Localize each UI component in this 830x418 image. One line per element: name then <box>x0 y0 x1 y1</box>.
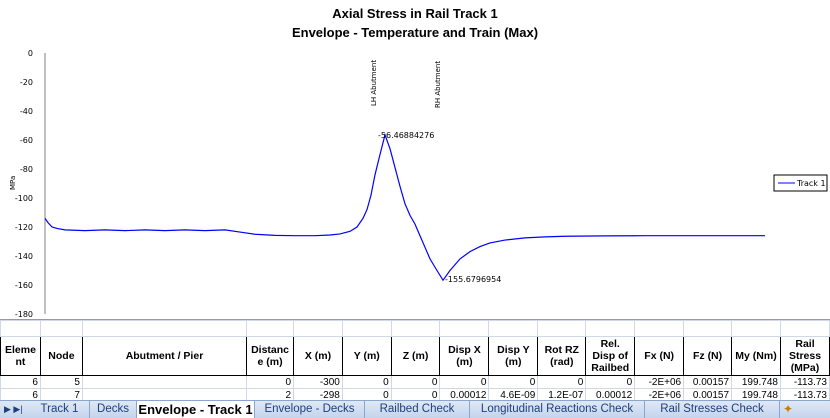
max-value-label: -56.46884276 <box>378 131 434 140</box>
sheet-tab[interactable]: Rail Stresses Check <box>645 401 780 418</box>
tab-scroll-arrows-icon[interactable]: ▶ ▶| <box>4 404 23 414</box>
legend <box>773 174 828 192</box>
cell[interactable]: 5 <box>39 375 83 389</box>
column-header[interactable]: Fx (N) <box>634 336 685 376</box>
legend-label: Track 1 <box>796 179 826 188</box>
empty-cell[interactable] <box>341 320 392 337</box>
cell[interactable]: 0 <box>390 375 441 389</box>
series-line-track-1 <box>44 132 765 282</box>
y-tick-label: -160 <box>15 281 33 290</box>
empty-cell[interactable] <box>731 320 781 337</box>
cell[interactable]: 0 <box>246 375 295 389</box>
cell[interactable]: -113.73 <box>779 375 830 389</box>
empty-cell[interactable] <box>585 320 636 337</box>
y-axis-label: MPa <box>9 176 17 190</box>
y-tick-label: -120 <box>15 223 33 232</box>
y-tick-label: -20 <box>20 78 33 87</box>
empty-cell[interactable] <box>81 320 248 337</box>
sheet-tab[interactable]: Decks <box>90 401 137 418</box>
column-header[interactable]: Rail Stress (MPa) <box>779 336 830 376</box>
y-tick-label: -80 <box>20 165 33 174</box>
y-tick-label: 0 <box>28 49 33 58</box>
y-tick-label: -40 <box>20 107 33 116</box>
cell[interactable] <box>81 375 248 389</box>
lh-abutment-label: LH Abutment <box>370 60 378 106</box>
empty-cell[interactable] <box>537 320 587 337</box>
cell[interactable]: 0 <box>537 375 587 389</box>
min-value-label: -155.6796954 <box>445 275 501 284</box>
table-row: 6 5 0 -300 0 0 0 0 0 0 -2E+06 0.00157 199.748 -113.73 <box>0 375 830 389</box>
y-tick-label: -100 <box>15 194 33 203</box>
column-header[interactable]: Rot RZ (rad) <box>537 336 587 376</box>
empty-cell[interactable] <box>246 320 295 337</box>
column-header[interactable]: Node <box>39 336 83 376</box>
empty-cell[interactable] <box>293 320 343 337</box>
empty-cell[interactable] <box>0 320 41 337</box>
sheet-tab[interactable]: Envelope - Track 1 <box>137 401 255 418</box>
cell[interactable]: 199.748 <box>731 375 781 389</box>
cell[interactable]: -2E+06 <box>634 375 685 389</box>
cell[interactable]: 0.00157 <box>683 375 733 389</box>
cell[interactable]: 0 <box>341 375 392 389</box>
column-header[interactable]: X (m) <box>293 336 343 376</box>
column-header[interactable]: Disp X (m) <box>439 336 490 376</box>
column-header[interactable]: Fz (N) <box>683 336 733 376</box>
data-table: Eleme nt Node Abutment / Pier Distanc e (m)… <box>0 320 830 402</box>
sheet-tab[interactable]: Track 1 <box>30 401 90 418</box>
y-tick-label: -140 <box>15 252 33 261</box>
column-header[interactable]: Eleme nt <box>0 336 41 376</box>
column-header[interactable]: Z (m) <box>390 336 441 376</box>
empty-cell[interactable] <box>439 320 490 337</box>
sheet-tabs: ▶ ▶| Track 1 Decks Envelope - Track 1 Envel… <box>0 400 830 418</box>
empty-cell[interactable] <box>488 320 539 337</box>
chart-subtitle: Envelope - Temperature and Train (Max) <box>291 25 539 40</box>
column-header[interactable]: Y (m) <box>341 336 392 376</box>
spreadsheet-grid[interactable]: Eleme nt Node Abutment / Pier Distanc e (m)… <box>0 320 830 402</box>
cell[interactable]: 6 <box>0 375 41 389</box>
sheet-tab[interactable]: Envelope - Decks <box>255 401 365 418</box>
empty-cell[interactable] <box>779 320 830 337</box>
sheet-tab[interactable]: Railbed Check <box>365 401 470 418</box>
column-header[interactable]: My (Nm) <box>731 336 781 376</box>
chart-title: Axial Stress in Rail Track 1 <box>332 6 498 21</box>
empty-cell[interactable] <box>39 320 83 337</box>
column-header[interactable]: Abutment / Pier <box>81 336 248 376</box>
plot-area: 0 -20 -40 -60 -80 -100 -120 -140 -160 -180 MPa -56.… <box>9 49 828 319</box>
cell[interactable]: 0 <box>439 375 490 389</box>
rh-abutment-label: RH Abutment <box>434 61 442 108</box>
column-header[interactable]: Distanc e (m) <box>246 336 295 376</box>
cell[interactable]: 0 <box>488 375 539 389</box>
chart[interactable]: Axial Stress in Rail Track 1 Envelope - … <box>0 0 830 320</box>
y-tick-label: -60 <box>20 136 33 145</box>
column-header[interactable]: Disp Y (m) <box>488 336 539 376</box>
cell[interactable]: 0 <box>585 375 636 389</box>
insert-sheet-icon[interactable]: ✦ <box>783 402 794 416</box>
empty-cell[interactable] <box>390 320 441 337</box>
sheet-tab[interactable]: Longitudinal Reactions Check <box>470 401 645 418</box>
empty-cell[interactable] <box>634 320 685 337</box>
column-header[interactable]: Rel. Disp of Railbed <box>585 336 636 376</box>
cell[interactable]: -300 <box>293 375 343 389</box>
y-tick-label: -180 <box>15 310 33 319</box>
empty-cell[interactable] <box>683 320 733 337</box>
